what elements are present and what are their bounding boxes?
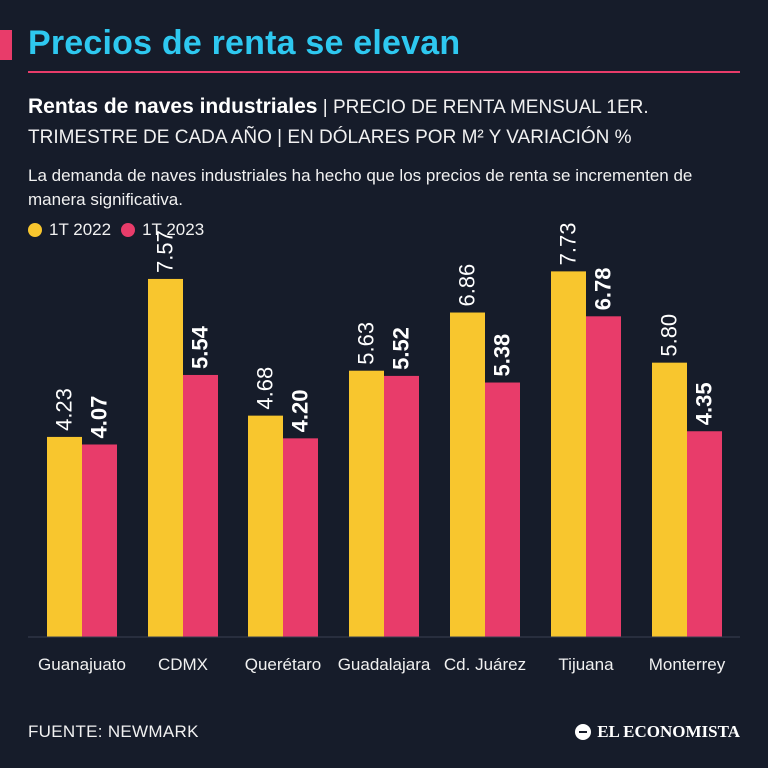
brand-logo: EL ECONOMISTA — [575, 722, 740, 742]
value-label-tijuana-2023: 6.78 — [591, 267, 616, 310]
chart-legend: 1T 2022 1T 2023 — [28, 220, 214, 240]
legend-dot-2023 — [121, 223, 136, 237]
bar-quer-taro-2023 — [283, 438, 318, 637]
bar-guadalajara-2022 — [349, 370, 384, 637]
bar-monterrey-2023 — [687, 431, 722, 637]
value-label-cd-ju-rez-2022: 6.86 — [455, 264, 480, 307]
value-label-tijuana-2022: 7.73 — [556, 223, 581, 266]
legend-item-2023: 1T 2023 — [121, 220, 204, 240]
value-label-quer-taro-2023: 4.20 — [288, 390, 313, 433]
brand-mark-icon — [575, 724, 592, 740]
subtitle-bold: Rentas de naves industriales — [28, 95, 318, 118]
category-label-monterrey: Monterrey — [649, 655, 726, 674]
title-accent-bar — [0, 30, 12, 60]
bar-tijuana-2022 — [551, 271, 586, 637]
page-title: Precios de renta se elevan — [28, 24, 461, 62]
legend-item-2022: 1T 2022 — [28, 220, 111, 240]
brand-name: EL ECONOMISTA — [597, 722, 740, 741]
category-label-guadalajara: Guadalajara — [338, 655, 431, 674]
value-label-guanajuato-2023: 4.07 — [87, 396, 112, 439]
bar-monterrey-2022 — [652, 362, 687, 637]
category-label-tijuana: Tijuana — [558, 655, 614, 674]
bar-cdmx-2023 — [183, 374, 218, 637]
value-label-cdmx-2022: 7.57 — [153, 230, 178, 273]
bar-guanajuato-2022 — [47, 436, 82, 637]
value-label-quer-taro-2022: 4.68 — [253, 367, 278, 410]
value-label-cdmx-2023: 5.54 — [188, 325, 213, 369]
category-label-quer-taro: Querétaro — [245, 655, 322, 674]
bar-guanajuato-2023 — [82, 444, 117, 637]
title-divider — [28, 71, 740, 73]
chart-description: La demanda de naves industriales ha hech… — [28, 166, 693, 209]
subtitle-rest: | PRECIO DE RENTA MENSUAL 1ER. TRIMESTRE… — [28, 97, 649, 148]
value-label-monterrey-2023: 4.35 — [692, 382, 717, 425]
bar-tijuana-2023 — [586, 316, 621, 637]
value-label-guanajuato-2022: 4.23 — [52, 388, 77, 431]
bar-cd-ju-rez-2023 — [485, 382, 520, 637]
bar-guadalajara-2023 — [384, 375, 419, 637]
bar-cd-ju-rez-2022 — [450, 312, 485, 637]
source-note: FUENTE: NEWMARK — [28, 722, 199, 741]
bar-cdmx-2022 — [148, 278, 183, 637]
category-label-cd-ju-rez: Cd. Juárez — [444, 655, 526, 674]
value-label-cd-ju-rez-2023: 5.38 — [490, 334, 515, 377]
legend-label-2022: 1T 2022 — [49, 220, 112, 239]
bar-quer-taro-2022 — [248, 415, 283, 637]
legend-dot-2022 — [28, 223, 42, 237]
value-label-guadalajara-2023: 5.52 — [389, 327, 414, 370]
legend-label-2023: 1T 2023 — [142, 220, 205, 239]
category-label-guanajuato: Guanajuato — [38, 655, 126, 674]
value-label-monterrey-2022: 5.80 — [657, 314, 682, 357]
category-label-cdmx: CDMX — [158, 655, 208, 674]
chart-subtitle: Rentas de naves industriales | PRECIO DE… — [28, 92, 740, 153]
value-label-guadalajara-2022: 5.63 — [354, 322, 379, 365]
